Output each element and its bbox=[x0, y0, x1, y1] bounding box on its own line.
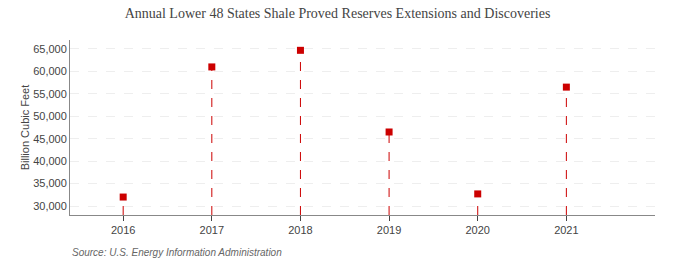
svg-text:2018: 2018 bbox=[288, 224, 312, 236]
svg-text:2016: 2016 bbox=[111, 224, 135, 236]
svg-text:2020: 2020 bbox=[465, 224, 489, 236]
svg-text:Billion Cubic Feet: Billion Cubic Feet bbox=[19, 85, 31, 171]
svg-text:40,000: 40,000 bbox=[33, 155, 67, 167]
svg-text:35,000: 35,000 bbox=[33, 177, 67, 189]
svg-text:60,000: 60,000 bbox=[33, 65, 67, 77]
svg-text:45,000: 45,000 bbox=[33, 133, 67, 145]
svg-text:55,000: 55,000 bbox=[33, 88, 67, 100]
svg-text:Source: U.S. Energy Informatio: Source: U.S. Energy Information Administ… bbox=[72, 247, 282, 258]
svg-text:30,000: 30,000 bbox=[33, 200, 67, 212]
svg-text:65,000: 65,000 bbox=[33, 43, 67, 55]
svg-text:2019: 2019 bbox=[377, 224, 401, 236]
svg-text:2021: 2021 bbox=[554, 224, 578, 236]
svg-text:2017: 2017 bbox=[200, 224, 224, 236]
svg-text:50,000: 50,000 bbox=[33, 110, 67, 122]
svg-text:Annual Lower 48 States Shale P: Annual Lower 48 States Shale Proved Rese… bbox=[125, 6, 551, 21]
